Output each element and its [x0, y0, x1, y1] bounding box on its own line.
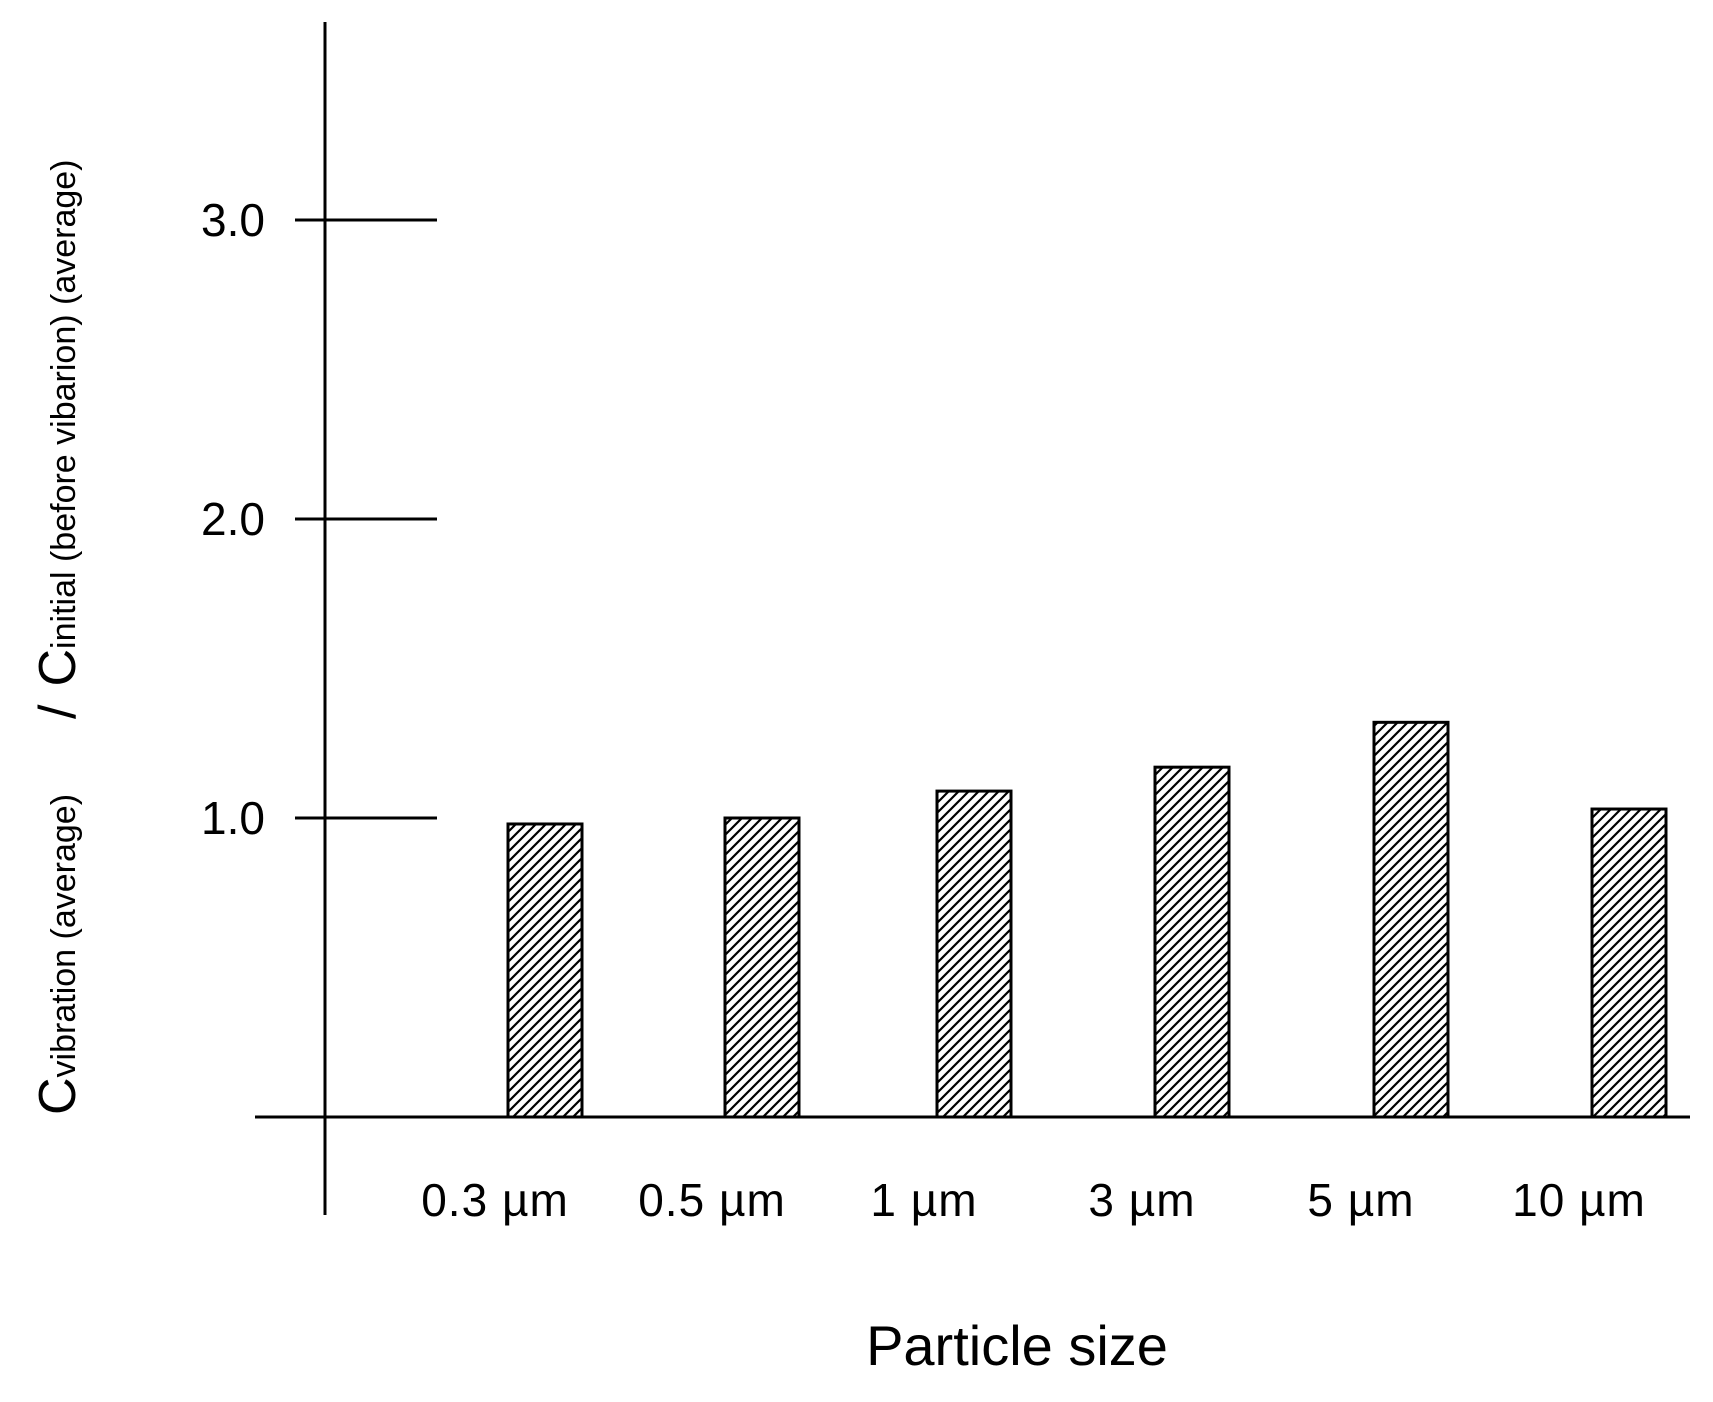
- y-label-denominator-subscript: initial (before vibarion) (average): [45, 159, 83, 648]
- bar: [723, 816, 801, 1119]
- bar: [506, 822, 584, 1119]
- bars: [506, 720, 1668, 1119]
- y-label-numerator-subscript: vibration (average): [45, 794, 83, 1077]
- x-tick-label: 5 µm: [1307, 1174, 1414, 1226]
- y-ticks: 1.0 2.0 3.0: [201, 194, 437, 844]
- y-tick-label: 3.0: [201, 194, 265, 246]
- x-tick-label: 0.5 µm: [638, 1174, 786, 1226]
- x-tick-label: 0.3 µm: [421, 1174, 569, 1226]
- bar: [1590, 807, 1668, 1119]
- y-tick-label: 1.0: [201, 792, 265, 844]
- x-axis-label: Particle size: [866, 1314, 1168, 1377]
- y-axis-label: Cvibration (average) / Cinitial (before vi…: [29, 159, 87, 1115]
- y-tick-label: 2.0: [201, 493, 265, 545]
- bar: [1153, 765, 1231, 1119]
- y-label-denominator-symbol: C: [29, 649, 87, 687]
- svg-text:Cvibration (average)/Cinitial: Cvibration (average) / Cinitial (before vi…: [29, 159, 87, 1115]
- bar: [1372, 720, 1450, 1119]
- bar: [935, 789, 1013, 1119]
- y-label-numerator-symbol: C: [29, 1077, 87, 1115]
- x-tick-label: 10 µm: [1512, 1174, 1646, 1226]
- x-tick-label: 3 µm: [1088, 1174, 1195, 1226]
- x-tick-labels: 0.3 µm 0.5 µm 1 µm 3 µm 5 µm 10 µm: [421, 1174, 1646, 1226]
- x-tick-label: 1 µm: [870, 1174, 977, 1226]
- y-label-divider: /: [29, 704, 87, 719]
